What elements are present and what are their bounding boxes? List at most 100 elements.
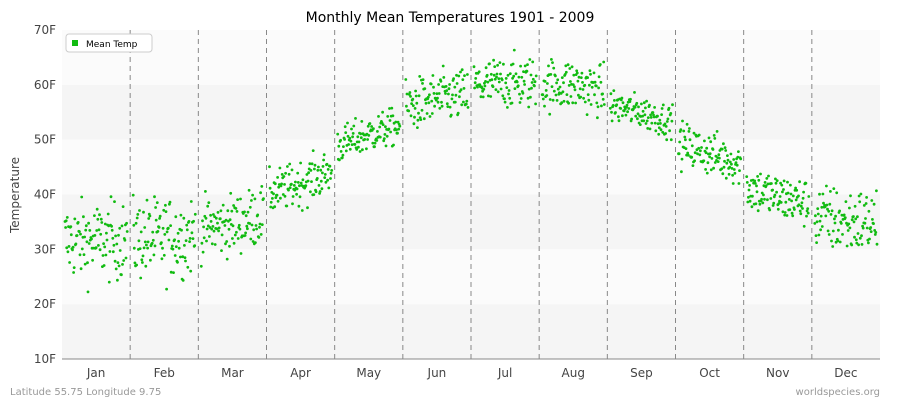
data-point [282, 175, 286, 178]
data-point [706, 161, 710, 165]
data-point [248, 222, 252, 225]
data-point [799, 204, 803, 208]
data-point [797, 203, 801, 207]
data-point [479, 95, 483, 99]
data-point [390, 106, 394, 110]
data-point [626, 110, 629, 114]
data-point [243, 210, 246, 214]
data-point [181, 279, 185, 282]
data-point [329, 171, 333, 175]
data-point [453, 85, 457, 89]
data-point [651, 111, 655, 114]
data-point [720, 167, 724, 171]
x-tick-label: Jan [86, 366, 106, 380]
data-point [661, 130, 665, 134]
data-point [579, 76, 583, 79]
data-point [497, 77, 501, 80]
data-point [827, 233, 831, 236]
data-point [125, 230, 129, 233]
data-point [867, 241, 870, 245]
data-point [517, 75, 521, 79]
data-point [516, 84, 520, 88]
data-point [669, 112, 673, 115]
data-point [864, 202, 868, 205]
data-point [227, 227, 231, 231]
data-point [395, 128, 398, 132]
data-point [723, 146, 727, 150]
data-point [85, 240, 89, 244]
data-point [793, 208, 796, 211]
data-point [99, 232, 103, 236]
data-point [381, 110, 384, 114]
data-point [217, 229, 221, 233]
y-tick-label: 20F [34, 297, 56, 311]
data-point [209, 213, 213, 217]
month-separators [129, 30, 813, 359]
data-point [527, 87, 531, 91]
data-point [510, 101, 514, 105]
data-point [621, 101, 625, 105]
data-point [648, 103, 651, 107]
data-point [455, 73, 458, 77]
data-point [90, 237, 93, 241]
data-point [429, 82, 433, 86]
data-point [310, 162, 314, 166]
data-point [763, 181, 767, 184]
data-point [831, 245, 835, 248]
data-point [492, 58, 495, 62]
data-point [248, 205, 252, 209]
data-point [88, 229, 92, 232]
data-point [212, 229, 216, 233]
x-tick-label: Jul [497, 366, 512, 380]
data-point [327, 186, 331, 190]
data-point [556, 78, 560, 82]
data-point [800, 201, 804, 205]
data-point [153, 244, 157, 248]
data-point [465, 99, 469, 103]
data-point [405, 104, 408, 108]
data-point [832, 187, 836, 191]
data-point [233, 233, 237, 237]
data-point [423, 87, 427, 90]
data-point [636, 112, 640, 116]
data-point [93, 214, 96, 218]
data-point [848, 226, 852, 230]
data-point [621, 114, 624, 118]
data-point [801, 207, 804, 210]
data-point [746, 200, 750, 204]
data-point [158, 217, 162, 220]
y-axis-label: Temperature [8, 157, 22, 234]
data-point [274, 196, 278, 200]
data-point [636, 117, 639, 121]
data-point [778, 195, 782, 198]
data-point [355, 148, 359, 151]
data-point [493, 65, 497, 68]
data-point [223, 224, 227, 227]
data-point [753, 182, 757, 185]
data-point [664, 132, 667, 135]
data-point [254, 224, 258, 227]
data-point [103, 245, 107, 249]
data-point [450, 97, 454, 101]
data-point [838, 209, 841, 213]
x-tick-label: Mar [221, 366, 244, 380]
data-point [82, 253, 86, 256]
data-point [838, 240, 842, 244]
data-point [176, 260, 179, 264]
data-point [677, 152, 681, 156]
data-point [251, 240, 255, 243]
data-point [256, 213, 260, 217]
data-point [722, 165, 726, 169]
data-point [430, 99, 434, 103]
data-point [786, 191, 790, 195]
data-point [115, 242, 119, 246]
data-point [565, 93, 569, 96]
data-point [415, 101, 419, 105]
data-point [391, 114, 395, 118]
data-point [208, 235, 211, 238]
data-point [856, 232, 860, 235]
data-point [612, 89, 616, 92]
data-point [518, 92, 521, 96]
data-point [322, 158, 325, 162]
data-point [615, 103, 619, 107]
